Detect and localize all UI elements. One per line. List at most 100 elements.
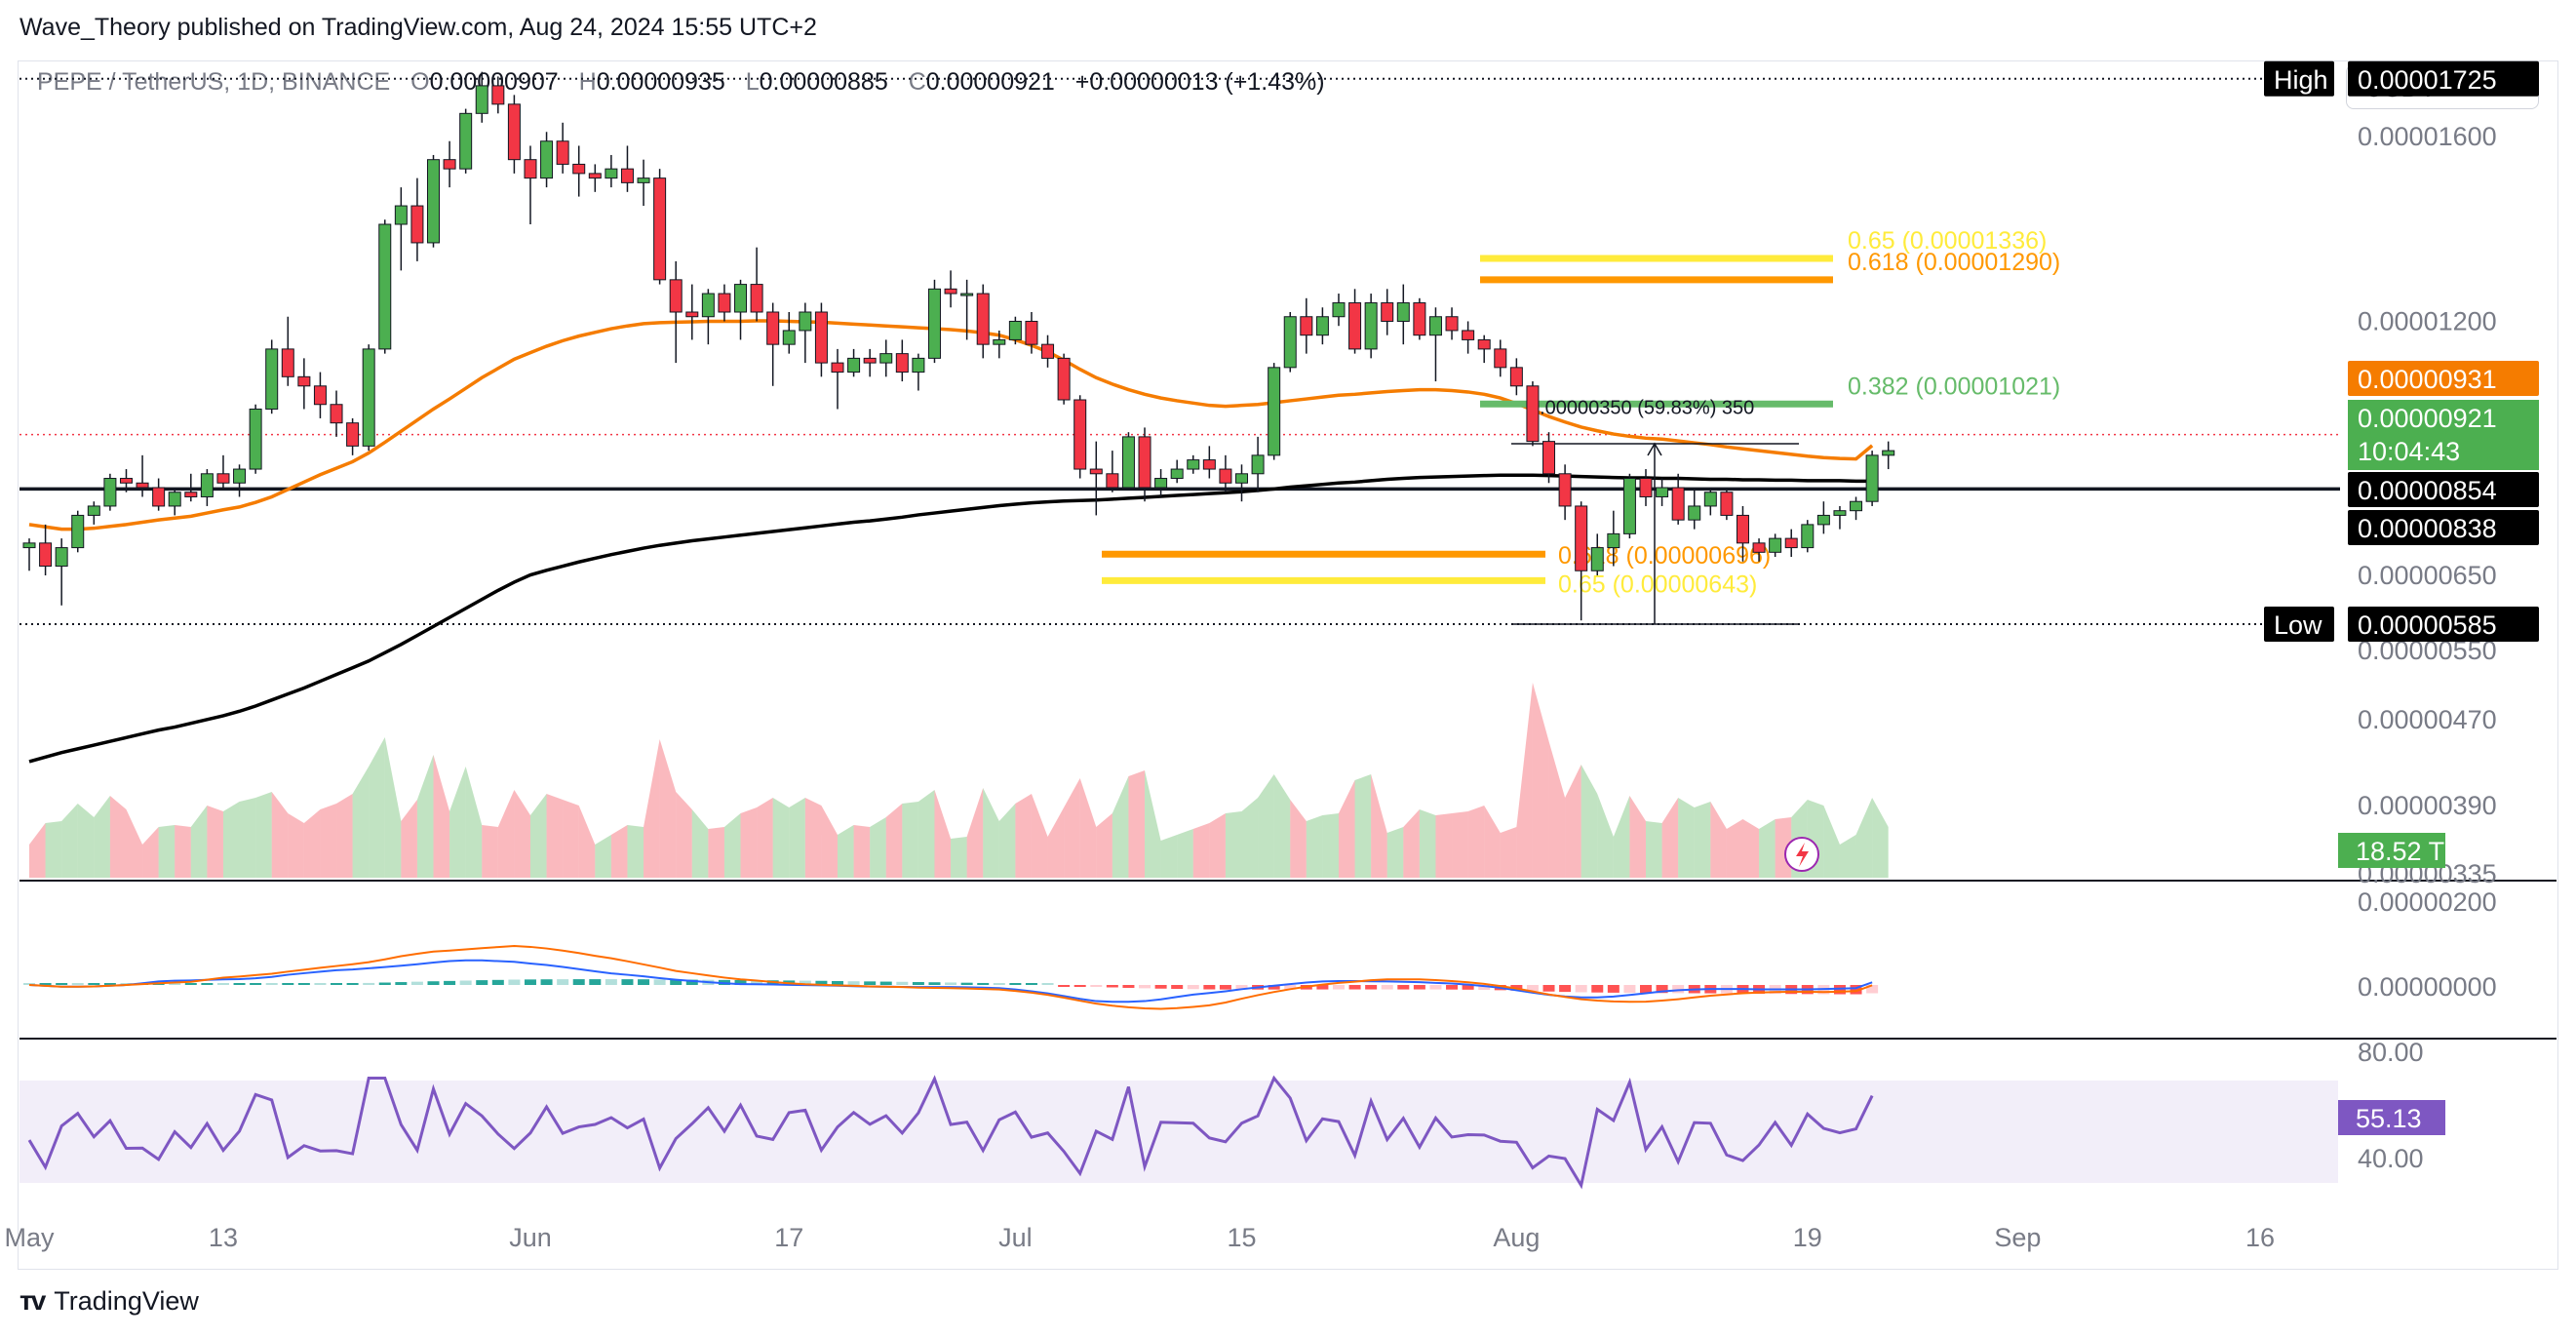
candle-body: [718, 293, 731, 313]
volume-area: [1548, 741, 1566, 878]
x-axis-label: 15: [1227, 1223, 1256, 1252]
volume-area: [1096, 813, 1112, 878]
x-axis-label: Jun: [509, 1223, 552, 1252]
macd-histogram-bar: [1656, 985, 1668, 994]
x-axis-label: May: [4, 1223, 55, 1252]
candle-body: [1462, 330, 1475, 340]
candle-body: [1607, 532, 1620, 549]
macd-histogram-bar: [184, 983, 197, 985]
volume-area: [1661, 798, 1679, 878]
volume-area: [497, 790, 515, 878]
macd-histogram-bar: [1009, 983, 1022, 985]
macd-histogram-bar: [1348, 985, 1361, 990]
candle-body: [119, 478, 133, 484]
candle-body: [927, 288, 941, 359]
candle-body: [524, 159, 537, 179]
volume-area: [1565, 765, 1581, 878]
change-value: +0.00000013 (+1.43%): [1074, 68, 1325, 96]
volume-area: [1079, 778, 1097, 878]
candle-body: [233, 468, 247, 484]
macd-histogram-bar: [216, 983, 229, 985]
macd-histogram-bar: [1073, 985, 1086, 987]
macd-histogram-bar: [960, 982, 973, 985]
candle-body: [378, 223, 392, 350]
candle-body: [491, 85, 505, 105]
volume-area: [1629, 796, 1646, 878]
ma50-price-badge-text: 0.00000931: [2358, 365, 2497, 394]
level-badge-text: 0.00000854: [2358, 476, 2497, 505]
macd-histogram-bar: [1559, 985, 1572, 993]
macd-histogram-bar: [250, 983, 262, 985]
volume-area: [917, 790, 935, 878]
candle-body: [1477, 338, 1491, 350]
volume-area: [142, 827, 159, 878]
macd-histogram-bar: [945, 982, 957, 985]
volume-area: [449, 767, 466, 878]
candle-body: [55, 547, 68, 568]
macd-histogram-bar: [1025, 983, 1037, 985]
volume-area: [1613, 796, 1630, 878]
macd-histogram-bar: [993, 983, 1005, 985]
price-axis-label: 0.00000390: [2358, 791, 2497, 820]
macd-histogram-bar: [103, 983, 116, 985]
macd-histogram-bar: [1203, 985, 1216, 990]
macd-histogram-bar: [638, 979, 650, 985]
macd-histogram-bar: [1284, 985, 1297, 990]
candle-body: [540, 140, 554, 179]
volume-area: [1047, 807, 1065, 878]
volume-area: [1225, 811, 1242, 878]
volume-area: [983, 788, 999, 878]
volume-area: [336, 794, 353, 878]
volume-area: [207, 806, 223, 878]
macd-histogram-bar: [734, 979, 747, 985]
macd-histogram-bar: [685, 979, 698, 985]
candle-body: [1121, 436, 1135, 489]
volume-area: [1064, 778, 1080, 878]
candle-body: [265, 348, 279, 410]
macd-line: [28, 959, 1873, 1004]
candle-body: [637, 177, 650, 183]
volume-area: [740, 807, 758, 878]
last-price-text: 0.00000921: [2358, 404, 2497, 433]
macd-histogram-bar: [1462, 985, 1474, 990]
macd-histogram-bar: [1478, 985, 1491, 991]
volume-area: [1823, 806, 1840, 878]
candle-body: [87, 505, 100, 516]
volume-area: [951, 837, 967, 878]
candle-body: [1381, 302, 1394, 322]
price-axis-label: 0.00001600: [2358, 122, 2497, 151]
level-badge: [2348, 472, 2539, 507]
symbol-name[interactable]: PEPE / TetherUS, 1D, BINANCE: [37, 68, 391, 96]
volume-area: [384, 737, 402, 878]
candle-body: [750, 284, 763, 313]
candle-body: [847, 357, 861, 374]
fib-level-label: 0.618 (0.00000696): [1558, 542, 1771, 570]
fib-level-label: 0.65 (0.00001336): [1848, 227, 2047, 255]
candle-body: [1769, 537, 1782, 553]
candle-body: [976, 293, 990, 345]
macd-histogram-bar: [427, 981, 440, 985]
macd-histogram-bar: [879, 981, 892, 985]
volume-area: [1484, 806, 1501, 878]
macd-histogram-bar: [1090, 985, 1103, 987]
volume-area: [1031, 794, 1048, 878]
candle-body: [200, 473, 214, 497]
macd-histogram-bar: [1268, 985, 1280, 990]
candle-body: [1833, 510, 1847, 516]
macd-histogram-bar: [508, 979, 521, 985]
candle-body: [1348, 302, 1362, 350]
high-price-badge-text: 0.00001725: [2358, 65, 2497, 95]
high-tag-text: High: [2274, 65, 2328, 95]
footer-brand[interactable]: TradingView: [54, 1285, 199, 1316]
macd-histogram-bar: [1672, 985, 1685, 994]
candle-body: [1219, 468, 1232, 484]
tv-logo-icon[interactable]: ᴛᴠ: [20, 1285, 46, 1316]
macd-histogram-bar: [605, 979, 617, 985]
volume-area: [1726, 819, 1743, 878]
macd-histogram-bar: [39, 983, 52, 985]
volume-area: [1015, 794, 1032, 878]
rsi-axis-label: 80.00: [2358, 1038, 2424, 1067]
candle-body: [1784, 537, 1798, 549]
volume-area: [77, 804, 95, 878]
